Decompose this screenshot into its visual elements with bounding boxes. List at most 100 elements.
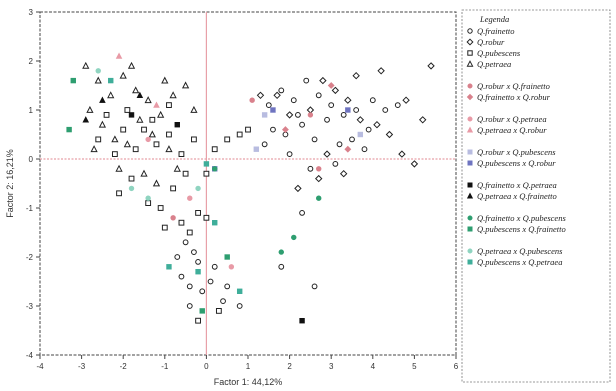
series-12	[212, 166, 322, 255]
data-point	[352, 71, 360, 80]
data-point	[132, 146, 139, 153]
series-7	[115, 52, 160, 108]
y-axis-ticks: -4 -3 -2 -1 0 1 2 3	[26, 8, 40, 360]
legend-title: Legenda	[479, 14, 509, 24]
data-point	[261, 141, 268, 148]
data-point	[427, 62, 435, 70]
legend-marker	[467, 160, 473, 166]
data-point	[356, 116, 365, 124]
data-point	[316, 195, 322, 201]
data-point	[224, 254, 230, 260]
data-point	[377, 67, 385, 75]
data-point	[174, 254, 181, 260]
data-point	[124, 107, 131, 113]
legend-entry-label: Q.robur x Q.frainetto	[477, 81, 550, 91]
legend-box	[461, 9, 611, 383]
series-6	[145, 136, 235, 270]
series-5	[282, 82, 352, 153]
data-point	[95, 136, 102, 143]
data-point	[144, 96, 152, 104]
reference-lines	[40, 12, 456, 355]
x-tick-label: 1	[246, 362, 251, 371]
legend-marker	[466, 38, 474, 46]
data-point	[261, 112, 268, 118]
x-axis-label: Factor 1: 44,12%	[214, 377, 283, 387]
data-point	[90, 145, 98, 153]
data-point	[173, 164, 181, 172]
data-point	[195, 317, 201, 324]
series-4	[170, 97, 322, 221]
legend-marker	[467, 215, 473, 221]
legend-marker	[467, 259, 473, 265]
data-point	[182, 239, 189, 246]
data-point	[273, 91, 281, 100]
data-point	[178, 151, 185, 157]
legend-marker	[467, 248, 473, 254]
data-point	[398, 150, 406, 158]
y-tick-label: 1	[29, 106, 34, 115]
data-point	[340, 112, 347, 118]
data-point	[132, 86, 140, 94]
data-point	[203, 170, 210, 177]
data-point	[323, 150, 331, 158]
legend-marker	[467, 116, 473, 122]
legend-entry-label: Q.robur x Q.petraea	[477, 114, 547, 124]
data-point	[111, 151, 118, 157]
series-2	[95, 102, 251, 324]
data-point	[82, 116, 90, 123]
data-point	[278, 87, 285, 94]
data-point	[178, 273, 185, 280]
data-point	[212, 166, 218, 172]
x-tick-label: -1	[161, 362, 169, 371]
data-point	[207, 278, 214, 285]
data-point	[99, 96, 106, 103]
data-point	[128, 112, 135, 118]
series-3	[82, 61, 198, 187]
data-point	[128, 175, 135, 182]
data-point	[373, 120, 381, 129]
data-point	[128, 185, 135, 192]
data-point	[212, 220, 218, 226]
plot-frame	[39, 11, 457, 356]
data-point	[327, 82, 335, 89]
data-point	[108, 77, 114, 84]
data-point	[116, 190, 122, 197]
data-point	[349, 136, 355, 143]
legend: Legenda Q.frainettoQ.roburQ.pubescensQ.p…	[461, 9, 611, 383]
data-point	[157, 110, 165, 118]
data-point	[365, 126, 372, 133]
data-point	[191, 136, 197, 143]
data-point	[149, 116, 156, 123]
data-point	[153, 101, 160, 108]
data-point	[299, 121, 305, 128]
data-point	[145, 136, 151, 143]
series-10	[128, 112, 305, 324]
legend-marker	[466, 93, 474, 101]
data-point	[195, 185, 201, 192]
data-point	[165, 145, 173, 153]
data-point	[294, 184, 302, 193]
data-point	[115, 52, 123, 59]
data-point	[256, 91, 265, 100]
data-point	[336, 141, 343, 148]
legend-entry-label: Q.petraea x Q.pubescens	[477, 246, 563, 256]
data-point	[291, 234, 297, 241]
x-axis-ticks: -4 -3 -2 -1 0 1 2 3 4 5 6	[36, 355, 459, 371]
data-point	[199, 308, 205, 314]
data-point	[140, 169, 148, 177]
data-point	[86, 105, 94, 113]
data-point	[307, 165, 314, 172]
data-point	[315, 92, 322, 99]
data-point	[186, 303, 193, 309]
legend-entry-label: Q.petraea x Q.robur	[477, 125, 547, 135]
legend-marker	[466, 192, 474, 199]
data-point	[115, 164, 123, 172]
legend-entry-label: Q.robur x Q.pubescens	[477, 147, 556, 157]
legend-marker	[467, 50, 473, 56]
data-point	[182, 170, 189, 177]
data-point	[307, 112, 314, 118]
y-tick-label: -2	[26, 253, 34, 262]
data-point	[186, 283, 193, 290]
data-point	[369, 97, 376, 104]
data-point	[224, 283, 231, 290]
